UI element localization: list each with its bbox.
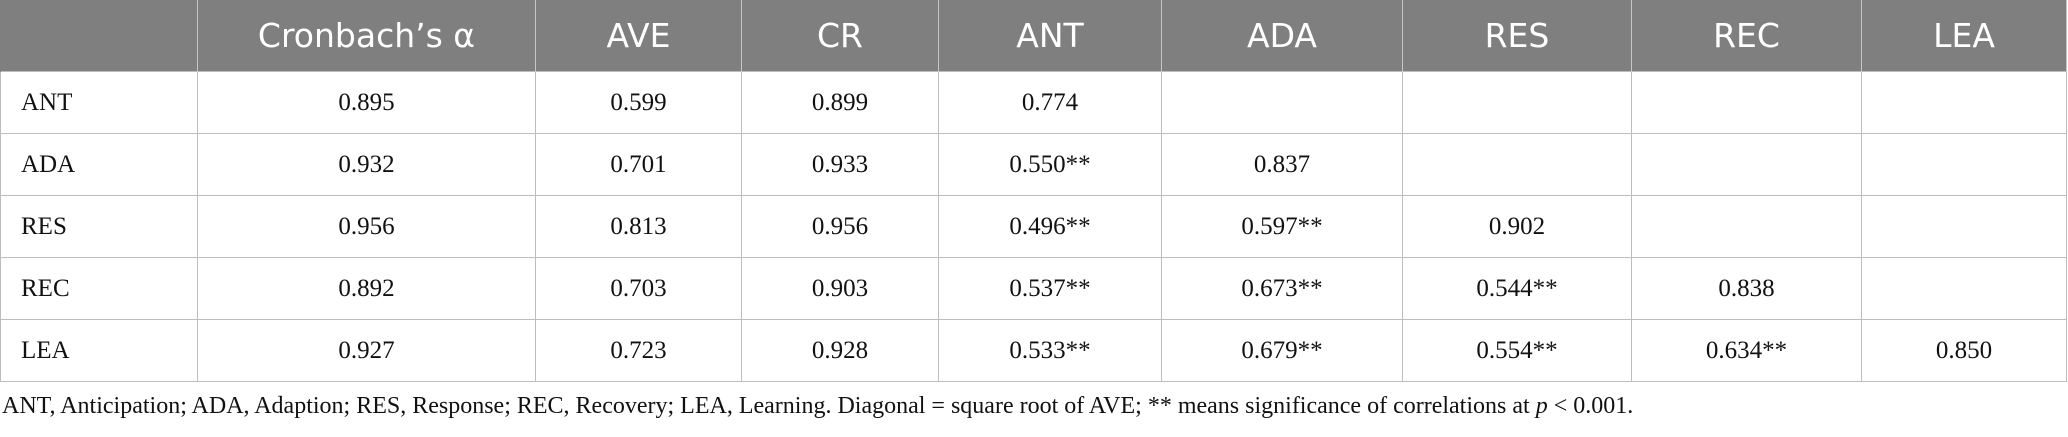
row-label: ADA bbox=[0, 133, 198, 196]
header-cell-cronbach-alpha: Cronbach’s α bbox=[197, 0, 536, 72]
table-cell bbox=[1161, 71, 1403, 134]
table-cell: 0.892 bbox=[197, 257, 536, 320]
row-label: ANT bbox=[0, 71, 198, 134]
table-row: RES 0.956 0.813 0.956 0.496** 0.597** 0.… bbox=[0, 195, 2067, 258]
table-cell: 0.703 bbox=[535, 257, 742, 320]
table-cell bbox=[1402, 71, 1632, 134]
table-cell bbox=[1861, 195, 2067, 258]
header-cell-ada: ADA bbox=[1161, 0, 1403, 72]
footnote-threshold: < 0.001. bbox=[1547, 393, 1634, 419]
table-cell: 0.701 bbox=[535, 133, 742, 196]
table-row: LEA 0.927 0.723 0.928 0.533** 0.679** 0.… bbox=[0, 319, 2067, 382]
table-cell: 0.634** bbox=[1631, 319, 1862, 382]
table-cell: 0.850 bbox=[1861, 319, 2067, 382]
table-cell: 0.903 bbox=[741, 257, 939, 320]
header-cell-ant: ANT bbox=[938, 0, 1162, 72]
table-row: ADA 0.932 0.701 0.933 0.550** 0.837 bbox=[0, 133, 2067, 196]
row-label: RES bbox=[0, 195, 198, 258]
correlation-table-container: Cronbach’s α AVE CR ANT ADA RES REC LEA … bbox=[0, 0, 2067, 382]
header-cell-cr: CR bbox=[741, 0, 939, 72]
table-cell: 0.895 bbox=[197, 71, 536, 134]
table-cell: 0.837 bbox=[1161, 133, 1403, 196]
table-cell bbox=[1861, 71, 2067, 134]
header-row: Cronbach’s α AVE CR ANT ADA RES REC LEA bbox=[0, 0, 2067, 72]
table-cell: 0.956 bbox=[741, 195, 939, 258]
footnote-text: ANT, Anticipation; ADA, Adaption; RES, R… bbox=[2, 393, 1536, 419]
table-cell bbox=[1631, 195, 1862, 258]
correlation-table: Cronbach’s α AVE CR ANT ADA RES REC LEA … bbox=[0, 0, 2067, 382]
header-cell-lea: LEA bbox=[1861, 0, 2067, 72]
table-cell: 0.533** bbox=[938, 319, 1162, 382]
header-cell-res: RES bbox=[1402, 0, 1632, 72]
table-cell bbox=[1861, 133, 2067, 196]
table-cell: 0.599 bbox=[535, 71, 742, 134]
table-cell: 0.537** bbox=[938, 257, 1162, 320]
table-row: ANT 0.895 0.599 0.899 0.774 bbox=[0, 71, 2067, 134]
table-cell: 0.673** bbox=[1161, 257, 1403, 320]
table-cell: 0.554** bbox=[1402, 319, 1632, 382]
table-cell: 0.956 bbox=[197, 195, 536, 258]
table-cell bbox=[1631, 71, 1862, 134]
table-cell: 0.927 bbox=[197, 319, 536, 382]
table-cell: 0.932 bbox=[197, 133, 536, 196]
table-cell bbox=[1861, 257, 2067, 320]
table-cell: 0.679** bbox=[1161, 319, 1403, 382]
table-cell: 0.902 bbox=[1402, 195, 1632, 258]
table-cell: 0.933 bbox=[741, 133, 939, 196]
header-cell-ave: AVE bbox=[535, 0, 742, 72]
table-cell: 0.550** bbox=[938, 133, 1162, 196]
row-label: LEA bbox=[0, 319, 198, 382]
table-cell: 0.774 bbox=[938, 71, 1162, 134]
table-cell: 0.813 bbox=[535, 195, 742, 258]
header-cell-rec: REC bbox=[1631, 0, 1862, 72]
table-footnote: ANT, Anticipation; ADA, Adaption; RES, R… bbox=[2, 393, 1633, 420]
table-cell: 0.723 bbox=[535, 319, 742, 382]
footnote-p-symbol: p bbox=[1535, 393, 1548, 419]
table-row: REC 0.892 0.703 0.903 0.537** 0.673** 0.… bbox=[0, 257, 2067, 320]
table-cell bbox=[1631, 133, 1862, 196]
table-cell: 0.597** bbox=[1161, 195, 1403, 258]
row-label: REC bbox=[0, 257, 198, 320]
table-cell: 0.838 bbox=[1631, 257, 1862, 320]
header-cell-empty bbox=[0, 0, 198, 72]
table-cell: 0.928 bbox=[741, 319, 939, 382]
table-cell: 0.544** bbox=[1402, 257, 1632, 320]
table-cell: 0.899 bbox=[741, 71, 939, 134]
table-cell bbox=[1402, 133, 1632, 196]
table-cell: 0.496** bbox=[938, 195, 1162, 258]
